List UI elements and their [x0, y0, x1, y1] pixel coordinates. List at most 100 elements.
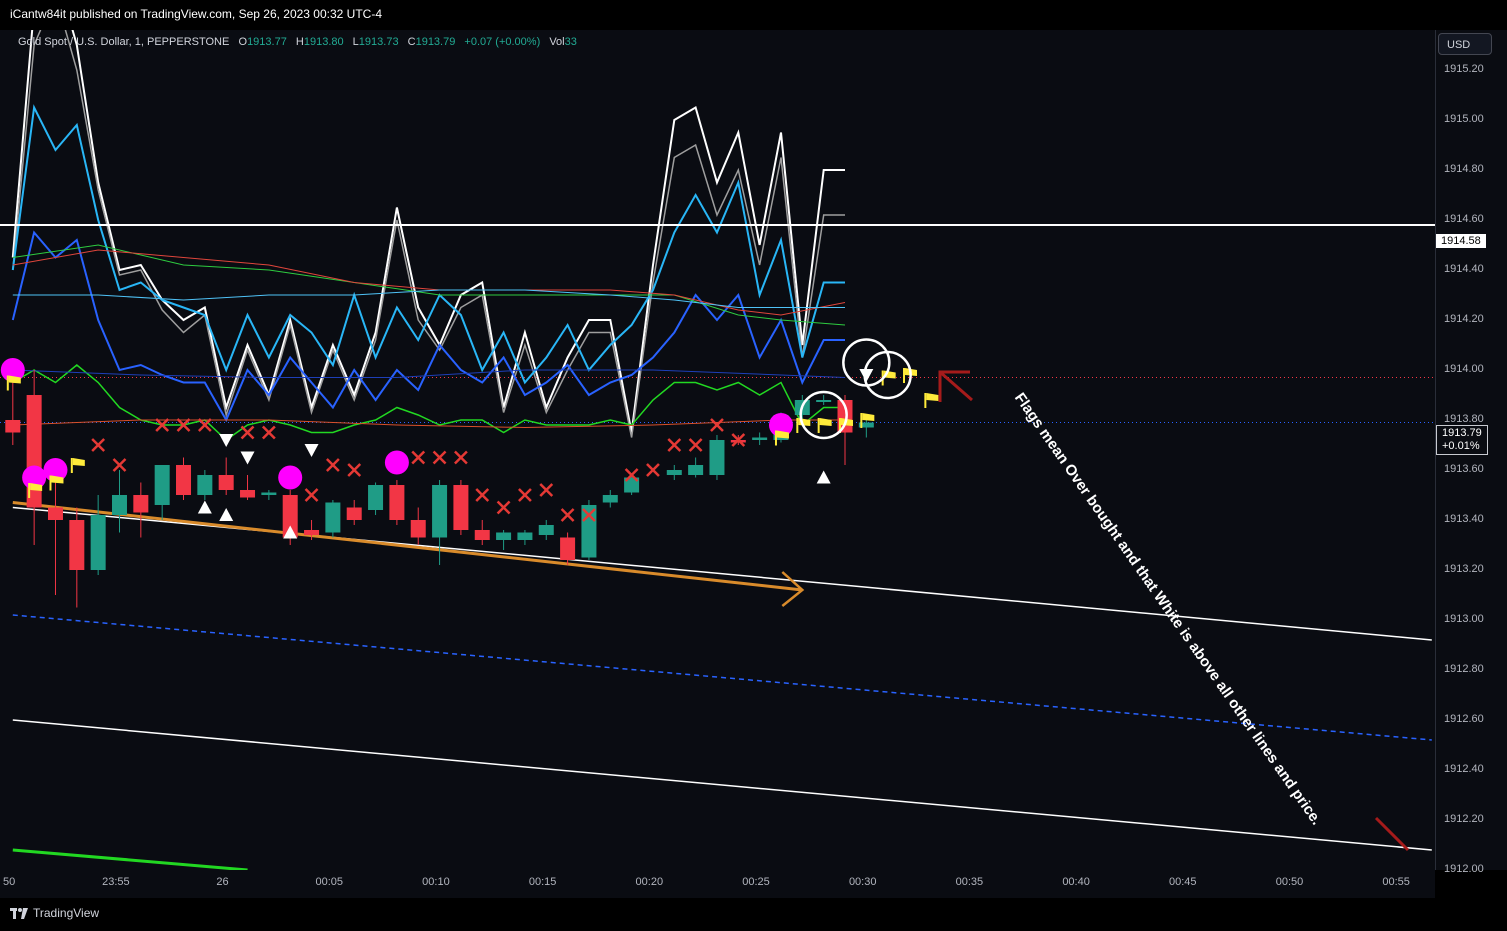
candle-body — [560, 537, 576, 560]
flag-icon — [70, 458, 85, 473]
flag-pole — [924, 393, 927, 408]
flag-cloth — [51, 475, 64, 484]
sell-x-marker — [411, 450, 426, 465]
tradingview-logo[interactable]: TradingView — [10, 906, 99, 920]
sell-x-stroke — [582, 508, 596, 522]
price-tick-label: 1912.40 — [1444, 763, 1484, 775]
sell-x-stroke — [176, 418, 191, 432]
sell-x-stroke — [496, 500, 511, 515]
magenta-dot — [22, 465, 47, 490]
flag-pole — [903, 368, 906, 383]
sell-x-stroke — [112, 458, 127, 472]
time-tick-label: 00:45 — [1169, 876, 1197, 888]
sell-x-stroke — [688, 438, 703, 452]
trend-line — [12, 501, 803, 592]
time-tick-label: 50 — [3, 876, 16, 888]
plot-group — [0, 30, 1435, 870]
symbol-name[interactable]: Gold Spot / U.S. Dollar, 1, PEPPERSTONE — [18, 36, 230, 48]
flag-icon — [774, 430, 789, 446]
price-tick-label: 1914.60 — [1444, 213, 1484, 225]
series-line — [12, 289, 845, 308]
sell-x-stroke — [411, 450, 426, 465]
candle-body — [816, 400, 832, 402]
down-triangle — [219, 434, 234, 447]
last-price-value: 1913.79 — [1442, 427, 1482, 439]
sell-x-marker — [731, 433, 746, 447]
flag-icon — [6, 375, 21, 391]
last-price-tag: 1913.79 +0.01% — [1436, 425, 1488, 455]
sell-x-stroke — [91, 438, 106, 452]
price-tick-label: 1914.80 — [1444, 163, 1484, 175]
flag-icon — [817, 418, 832, 433]
sell-x-stroke — [475, 488, 490, 502]
sell-x-stroke — [646, 463, 660, 477]
high-value: 1913.80 — [303, 36, 344, 48]
price-tick-label: 1913.40 — [1444, 513, 1484, 525]
flag-pole — [6, 375, 9, 391]
sell-x-stroke — [624, 468, 639, 482]
sell-x-stroke — [667, 438, 682, 452]
open-label: O — [238, 36, 248, 48]
time-axis[interactable] — [0, 870, 1435, 898]
flag-pole — [49, 475, 52, 491]
candle-body — [602, 495, 618, 503]
candle-body — [752, 437, 768, 440]
low-label: L — [352, 36, 359, 48]
close-value: 1913.79 — [415, 36, 456, 48]
sell-x-marker — [539, 483, 554, 497]
time-tick-label: 00:20 — [635, 876, 664, 888]
candle-body — [688, 465, 704, 475]
time-tick-label: 00:15 — [528, 876, 557, 888]
flag-cloth — [30, 483, 43, 491]
orange-arrow-head — [781, 571, 805, 607]
flag-pole — [774, 430, 777, 446]
candle-body — [197, 475, 213, 495]
sell-x-stroke — [560, 508, 575, 522]
sell-x-stroke — [155, 418, 170, 432]
candle-body — [538, 525, 554, 535]
time-tick-label: 00:10 — [422, 876, 450, 888]
low-value: 1913.73 — [358, 36, 399, 48]
candle-body — [69, 520, 85, 570]
high-label: H — [295, 36, 304, 48]
sell-x-marker — [624, 468, 639, 482]
sell-x-marker — [432, 450, 447, 465]
annotation-tail — [1374, 816, 1410, 852]
down-triangle — [859, 369, 874, 382]
sell-x-stroke — [240, 425, 255, 440]
magenta-dot — [384, 450, 409, 475]
currency-button[interactable]: USD — [1438, 33, 1492, 55]
flag-cloth — [862, 413, 875, 421]
price-tick-label: 1913.20 — [1444, 563, 1484, 575]
sell-x-stroke — [261, 425, 276, 440]
volume-value: 33 — [564, 36, 577, 48]
sell-x-marker — [176, 418, 191, 432]
chart-canvas[interactable] — [0, 0, 1435, 870]
open-value: 1913.77 — [247, 36, 287, 48]
candle-body — [111, 495, 127, 515]
flag-icon — [860, 413, 875, 428]
footer-brand: TradingView — [33, 906, 100, 920]
candle-body — [47, 507, 63, 520]
flag-pole — [796, 418, 799, 433]
price-tick-label: 1912.00 — [1444, 863, 1484, 875]
flag-cloth — [72, 458, 85, 466]
series-line — [12, 369, 846, 378]
time-tick-label: 00:30 — [848, 876, 877, 888]
price-tick-label: 1912.20 — [1444, 813, 1484, 825]
level-price-tag: 1914.58 — [1436, 234, 1486, 248]
series-line — [12, 419, 845, 429]
candle-body — [240, 490, 256, 498]
flag-pole — [70, 458, 73, 473]
price-tick-label: 1913.80 — [1444, 413, 1484, 425]
candle-body — [410, 520, 426, 538]
candle-body — [709, 440, 725, 475]
candle-body — [389, 485, 405, 520]
flag-cloth — [776, 430, 789, 439]
price-tick-label: 1913.00 — [1444, 613, 1484, 625]
sell-x-marker — [155, 418, 170, 432]
time-tick-label: 00:40 — [1062, 876, 1090, 888]
symbol-legend: Gold Spot / U.S. Dollar, 1, PEPPERSTONE … — [18, 36, 583, 48]
series-line — [12, 364, 845, 441]
sell-x-stroke — [347, 463, 362, 477]
